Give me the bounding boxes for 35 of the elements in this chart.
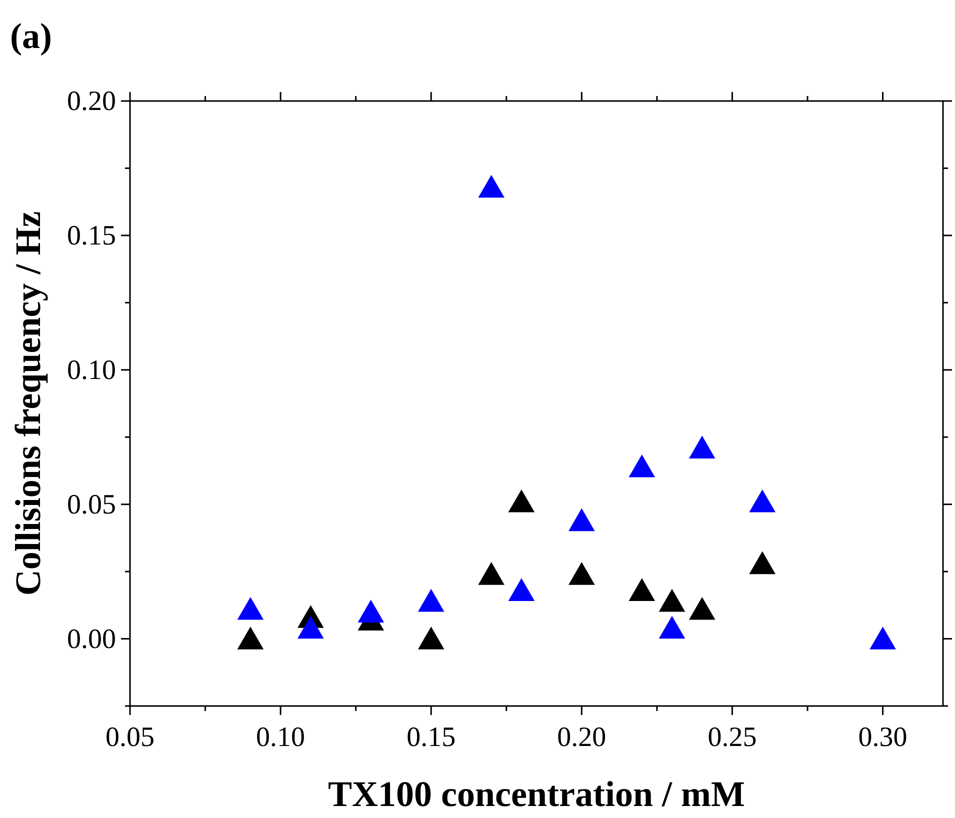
x-tick-label: 0.30 [858,722,908,753]
point [508,489,535,512]
y-axis-title: Collisions frequency / Hz [8,211,48,596]
x-tick-label: 0.05 [106,722,154,753]
x-axis-title: TX100 concentration / mM [328,774,745,814]
point [358,600,384,622]
point [418,626,444,650]
point [749,489,776,512]
point [688,436,716,458]
point [568,508,595,532]
point [508,578,535,601]
point [418,588,444,612]
point [658,588,686,612]
y-tick-label: 0.00 [67,624,116,655]
point [478,174,504,198]
point [658,616,686,639]
point [478,562,504,585]
x-tick-label: 0.25 [708,722,757,753]
point [237,597,264,620]
point [298,616,324,639]
point [749,551,776,574]
x-tick-label: 0.10 [256,722,306,753]
point [870,626,896,650]
point [628,578,656,601]
y-tick-label: 0.10 [67,354,116,386]
text: (a) [10,16,52,56]
x-tick-label: 0.20 [557,722,606,753]
point [688,597,716,620]
y-tick-label: 0.05 [67,489,116,520]
y-tick-label: 0.20 [67,86,116,117]
point [628,454,656,478]
point [568,562,595,585]
y-tick-label: 0.15 [67,220,116,252]
point [237,626,264,650]
x-tick-label: 0.15 [406,722,456,753]
